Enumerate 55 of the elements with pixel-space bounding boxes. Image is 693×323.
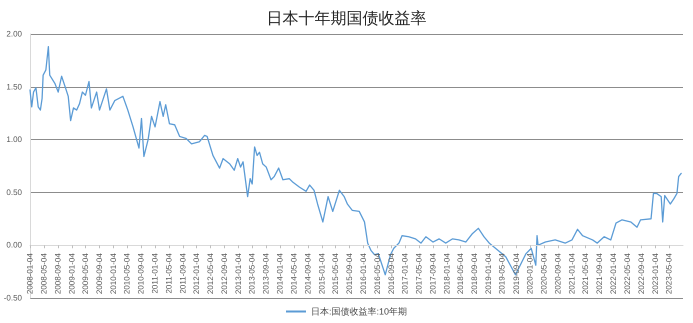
x-tick-label: 2013-09-04: [262, 252, 271, 294]
x-tick-label: 2019-09-04: [512, 252, 521, 294]
y-tick-label: 2.00: [6, 30, 23, 38]
x-tick-label: 2015-01-04: [317, 252, 326, 294]
x-tick-label: 2018-05-04: [456, 252, 466, 294]
x-tick-label: 2008-09-04: [53, 252, 62, 294]
x-tick-label: 2011-05-04: [164, 252, 174, 294]
y-tick-label: 0.50: [6, 188, 23, 197]
x-tick-label: 2017-01-04: [400, 252, 410, 294]
x-tick-label: 2013-05-04: [248, 252, 257, 294]
x-tick-label: 2012-05-04: [206, 252, 216, 294]
x-tick-label: 2022-09-04: [636, 252, 646, 294]
x-tick-label: 2009-09-04: [95, 252, 104, 294]
y-tick-label: 1.50: [6, 82, 23, 92]
x-tick-label: 2018-01-04: [442, 252, 452, 294]
x-tick-label: 2008-01-04: [26, 252, 34, 294]
x-tick-label: 2011-09-04: [178, 252, 188, 294]
x-tick-label: 2023-01-04: [650, 252, 660, 294]
x-tick-label: 2020-01-04: [526, 252, 535, 294]
x-tick-label: 2013-01-04: [234, 252, 243, 294]
x-tick-label: 2008-05-04: [39, 252, 48, 294]
x-tick-label: 2009-01-04: [67, 252, 76, 294]
x-tick-label: 2022-01-04: [609, 252, 618, 294]
x-tick-label: 2010-05-04: [122, 252, 132, 294]
legend-label: 日本:国债收益率:10年期: [310, 306, 408, 316]
x-tick-label: 2017-05-04: [414, 252, 424, 294]
x-tick-label: 2021-09-04: [595, 252, 604, 294]
x-tick-label: 2022-05-04: [622, 252, 632, 294]
y-tick-label: 1.00: [6, 135, 23, 144]
x-tick-label: 2019-05-04: [498, 252, 507, 294]
x-tick-label: 2014-09-04: [303, 252, 312, 294]
x-tick-label: 2016-09-04: [386, 252, 396, 294]
x-tick-label: 2021-01-04: [567, 252, 576, 294]
y-tick-label: -0.50: [4, 294, 23, 302]
x-tick-label: 2020-09-04: [554, 252, 563, 294]
x-tick-label: 2016-05-04: [372, 252, 382, 294]
x-tick-label: 2017-09-04: [428, 252, 438, 294]
x-tick-label: 2009-05-04: [80, 252, 90, 294]
x-tick-label: 2015-09-04: [345, 252, 354, 294]
x-tick-label: 2010-09-04: [136, 252, 146, 294]
x-tick-label: 2021-05-04: [581, 252, 590, 294]
x-tick-label: 2018-09-04: [470, 252, 480, 294]
x-tick-label: 2016-01-04: [358, 252, 368, 294]
x-tick-label: 2019-01-04: [484, 252, 494, 294]
chart-title: 日本十年期国债收益率: [266, 10, 426, 28]
x-tick-label: 2012-09-04: [220, 252, 230, 294]
x-tick-label: 2012-01-04: [192, 252, 202, 294]
x-tick-label: 2010-01-04: [108, 252, 118, 294]
x-tick-label: 2014-01-04: [276, 252, 285, 294]
y-tick-label: 0.00: [6, 240, 23, 250]
x-tick-label: 2014-05-04: [289, 252, 298, 294]
x-tick-label: 2015-05-04: [331, 252, 340, 294]
x-tick-label: 2023-05-04: [664, 252, 674, 294]
x-tick-label: 2020-05-04: [540, 252, 548, 294]
x-tick-label: 2011-01-04: [150, 252, 160, 294]
